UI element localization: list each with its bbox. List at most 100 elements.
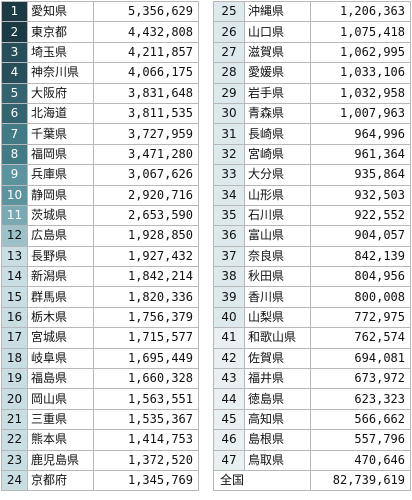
prefecture-cell: 愛媛県 xyxy=(244,62,311,84)
table-row: 17 宮城県 1,715,577 xyxy=(1,327,199,349)
rank-cell: 24 xyxy=(1,469,28,492)
population-cell: 673,972 xyxy=(310,368,411,390)
table-row: 8 福岡県 3,471,280 xyxy=(1,143,199,166)
prefecture-cell: 沖縄県 xyxy=(244,0,311,23)
rank-cell: 43 xyxy=(213,368,245,390)
table-row: 5 大阪府 3,831,648 xyxy=(1,82,199,104)
prefecture-cell: 岐阜県 xyxy=(27,347,94,370)
rank-cell: 17 xyxy=(1,327,28,349)
prefecture-cell: 大阪府 xyxy=(27,82,94,104)
prefecture-cell: 徳島県 xyxy=(244,388,311,410)
prefecture-cell: 宮崎県 xyxy=(244,143,311,166)
population-cell: 5,356,629 xyxy=(93,0,199,23)
population-cell: 1,007,963 xyxy=(310,102,411,125)
rank-cell: 34 xyxy=(213,184,245,206)
population-cell: 694,081 xyxy=(310,347,411,370)
prefecture-cell: 香川県 xyxy=(244,286,311,308)
total-label: 全国 xyxy=(213,469,311,492)
population-cell: 1,563,551 xyxy=(93,388,199,410)
rank-cell: 45 xyxy=(213,408,245,431)
rank-cell: 26 xyxy=(213,21,245,43)
rank-cell: 15 xyxy=(1,286,28,308)
prefecture-cell: 三重県 xyxy=(27,408,94,431)
table-row: 46 島根県 557,796 xyxy=(213,429,411,451)
population-cell: 3,811,535 xyxy=(93,102,199,125)
prefecture-cell: 茨城県 xyxy=(27,204,94,227)
population-cell: 1,345,769 xyxy=(93,469,199,492)
rank-cell: 19 xyxy=(1,368,28,390)
table-row: 26 山口県 1,075,418 xyxy=(213,21,411,43)
rank-cell: 16 xyxy=(1,306,28,329)
rank-cell: 10 xyxy=(1,184,28,206)
prefecture-cell: 秋田県 xyxy=(244,266,311,288)
table-row: 25 沖縄県 1,206,363 xyxy=(213,0,411,23)
ranking-table-left: 1 愛知県 5,356,629 2 東京都 4,432,808 3 埼玉県 4,211,857 4… xyxy=(1,0,199,492)
rank-cell: 4 xyxy=(1,62,28,84)
table-row: 36 富山県 904,057 xyxy=(213,225,411,247)
table-row: 21 三重県 1,535,367 xyxy=(1,408,199,431)
rank-cell: 47 xyxy=(213,449,245,471)
rank-cell: 46 xyxy=(213,429,245,451)
table-row: 13 長野県 1,927,432 xyxy=(1,245,199,268)
prefecture-cell: 東京都 xyxy=(27,21,94,43)
rank-cell: 14 xyxy=(1,266,28,288)
table-row: 20 岡山県 1,563,551 xyxy=(1,388,199,410)
table-row: 4 神奈川県 4,066,175 xyxy=(1,62,199,84)
prefecture-cell: 兵庫県 xyxy=(27,164,94,186)
population-cell: 3,831,648 xyxy=(93,82,199,104)
population-cell: 3,727,959 xyxy=(93,123,199,145)
prefecture-cell: 埼玉県 xyxy=(27,41,94,64)
prefecture-cell: 大分県 xyxy=(244,164,311,186)
prefecture-cell: 京都府 xyxy=(27,469,94,492)
table-row: 14 新潟県 1,842,214 xyxy=(1,266,199,288)
rank-cell: 31 xyxy=(213,123,245,145)
table-row: 12 広島県 1,928,850 xyxy=(1,225,199,247)
rank-cell: 36 xyxy=(213,225,245,247)
population-cell: 1,660,328 xyxy=(93,368,199,390)
rank-cell: 12 xyxy=(1,225,28,247)
table-row: 42 佐賀県 694,081 xyxy=(213,347,411,370)
table-row: 35 石川県 922,552 xyxy=(213,204,411,227)
prefecture-cell: 富山県 xyxy=(244,225,311,247)
prefecture-cell: 千葉県 xyxy=(27,123,94,145)
table-row: 15 群馬県 1,820,336 xyxy=(1,286,199,308)
table-row: 38 秋田県 804,956 xyxy=(213,266,411,288)
table-row: 9 兵庫県 3,067,626 xyxy=(1,164,199,186)
population-cell: 4,432,808 xyxy=(93,21,199,43)
total-row: 全国 82,739,619 xyxy=(213,469,411,492)
rank-cell: 22 xyxy=(1,429,28,451)
rank-cell: 32 xyxy=(213,143,245,166)
rank-cell: 13 xyxy=(1,245,28,268)
rank-cell: 8 xyxy=(1,143,28,166)
table-row: 18 岐阜県 1,695,449 xyxy=(1,347,199,370)
prefecture-cell: 長野県 xyxy=(27,245,94,268)
population-cell: 470,646 xyxy=(310,449,411,471)
table-row: 32 宮崎県 961,364 xyxy=(213,143,411,166)
table-row: 16 栃木県 1,756,379 xyxy=(1,306,199,329)
table-row: 40 山梨県 772,975 xyxy=(213,306,411,329)
prefecture-cell: 佐賀県 xyxy=(244,347,311,370)
rank-cell: 27 xyxy=(213,41,245,64)
population-cell: 800,008 xyxy=(310,286,411,308)
prefecture-cell: 鳥取県 xyxy=(244,449,311,471)
population-cell: 772,975 xyxy=(310,306,411,329)
rank-cell: 3 xyxy=(1,41,28,64)
rank-cell: 18 xyxy=(1,347,28,370)
table-row: 6 北海道 3,811,535 xyxy=(1,102,199,125)
rank-cell: 41 xyxy=(213,327,245,349)
prefecture-cell: 栃木県 xyxy=(27,306,94,329)
table-row: 39 香川県 800,008 xyxy=(213,286,411,308)
population-cell: 904,057 xyxy=(310,225,411,247)
population-cell: 557,796 xyxy=(310,429,411,451)
population-cell: 842,139 xyxy=(310,245,411,268)
table-row: 19 福島県 1,660,328 xyxy=(1,368,199,390)
table-row: 23 鹿児島県 1,372,520 xyxy=(1,449,199,471)
prefecture-cell: 静岡県 xyxy=(27,184,94,206)
population-cell: 3,471,280 xyxy=(93,143,199,166)
population-cell: 1,842,214 xyxy=(93,266,199,288)
population-cell: 964,996 xyxy=(310,123,411,145)
rank-cell: 42 xyxy=(213,347,245,370)
table-row: 43 福井県 673,972 xyxy=(213,368,411,390)
population-cell: 932,503 xyxy=(310,184,411,206)
prefecture-cell: 福岡県 xyxy=(27,143,94,166)
